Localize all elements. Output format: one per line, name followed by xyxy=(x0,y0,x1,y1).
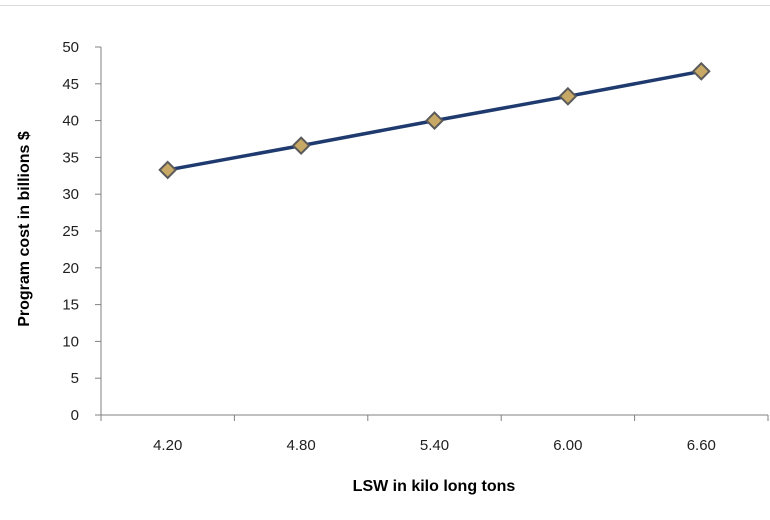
y-tick-label: 10 xyxy=(62,333,79,350)
data-point-marker xyxy=(558,86,578,106)
data-point-marker xyxy=(291,136,311,156)
series-layer xyxy=(158,61,711,180)
y-tick-label: 50 xyxy=(62,39,79,56)
chart-frame-border xyxy=(0,5,770,6)
y-axis-title: Program cost in billions $ xyxy=(16,131,33,327)
data-point-marker xyxy=(425,111,444,131)
y-tick-label: 45 xyxy=(62,76,79,93)
x-axis-title: LSW in kilo long tons xyxy=(353,478,516,495)
y-tick-label: 15 xyxy=(62,297,79,314)
axes xyxy=(95,46,769,421)
y-tick-label: 5 xyxy=(71,370,79,387)
y-tick-label: 20 xyxy=(62,260,79,277)
y-tick-label: 30 xyxy=(62,186,79,203)
x-tick-label: 5.40 xyxy=(420,437,449,454)
y-tick-label: 35 xyxy=(62,149,79,166)
data-point-marker xyxy=(158,160,178,180)
x-tick-label: 4.80 xyxy=(286,437,315,454)
y-tick-label: 0 xyxy=(71,407,79,424)
x-tick-label: 6.60 xyxy=(687,437,716,454)
y-tick-label: 25 xyxy=(62,223,79,240)
data-point-marker xyxy=(691,61,711,81)
y-tick-label: 40 xyxy=(62,113,79,130)
x-tick-labels: 4.20 4.80 5.40 6.00 6.60 xyxy=(153,437,716,454)
x-tick-label: 4.20 xyxy=(153,437,182,454)
y-tick-labels: 0 5 10 15 20 25 30 35 40 45 50 xyxy=(62,39,79,424)
x-tick-label: 6.00 xyxy=(553,437,582,454)
